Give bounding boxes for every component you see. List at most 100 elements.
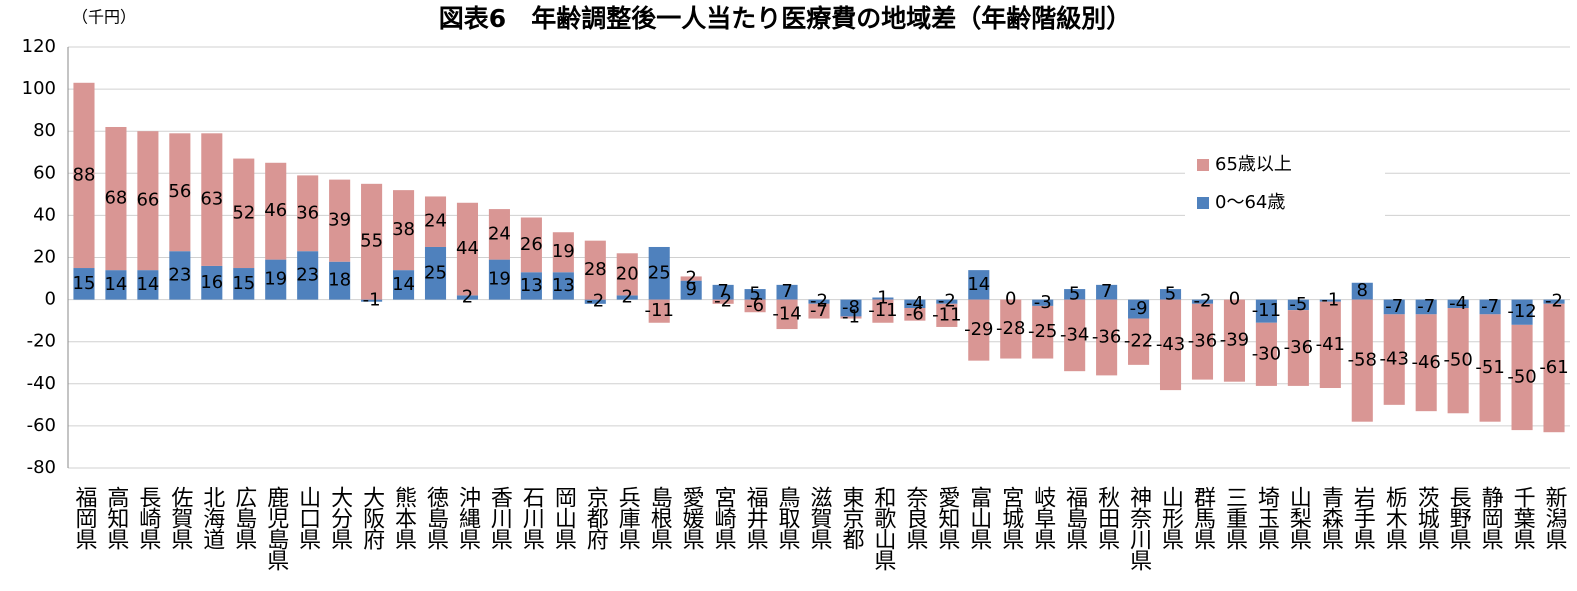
bar-segment [1096, 299, 1118, 376]
value-label: -61 [1539, 357, 1568, 378]
bar-segment [233, 158, 255, 269]
value-label: -6 [746, 295, 764, 316]
legend-swatch [1197, 197, 1209, 209]
value-label: 25 [424, 262, 447, 283]
value-label: 13 [520, 275, 543, 296]
value-label: 23 [168, 264, 191, 285]
value-label: 9 [685, 279, 696, 300]
bar-segment [1191, 299, 1214, 304]
x-tick-label: 広島県 [231, 486, 257, 550]
value-label: 56 [168, 181, 191, 202]
x-tick-label: 静岡県 [1478, 486, 1504, 550]
value-label: -25 [1028, 321, 1057, 342]
value-label: -4 [906, 293, 924, 314]
bar-segment [1255, 299, 1277, 323]
bar-segment [648, 299, 670, 323]
bar-segment [393, 270, 415, 300]
x-tick-label: 栃木県 [1382, 486, 1408, 550]
x-tick-label: 香川県 [487, 486, 513, 550]
bar-segment [169, 133, 191, 252]
bar-segment [552, 272, 574, 300]
value-label: -29 [964, 319, 993, 340]
value-label: -2 [714, 291, 732, 312]
bar-segment [265, 162, 287, 260]
bar-segment [648, 246, 670, 300]
bar-segment [329, 179, 351, 262]
value-label: 5 [1165, 283, 1176, 304]
bar-segment [616, 253, 638, 296]
bar-segment [393, 190, 415, 271]
bar-segment [1383, 299, 1405, 315]
bar-segment [1319, 301, 1341, 389]
value-label: 63 [200, 189, 223, 210]
bar-segment [1511, 299, 1533, 325]
legend-label: 65歳以上 [1215, 154, 1292, 175]
value-label: 0 [1005, 289, 1016, 310]
value-label: 26 [520, 234, 543, 255]
y-tick-label: -80 [27, 457, 56, 478]
bar-segment [968, 270, 990, 300]
value-label: 2 [622, 286, 633, 307]
bar-segment [1351, 282, 1373, 300]
bar-segment [616, 295, 638, 300]
value-label: 1 [877, 288, 888, 309]
value-label: 15 [232, 273, 255, 294]
y-tick-label: 20 [33, 247, 56, 268]
value-label: -6 [906, 303, 924, 324]
value-label: -22 [1124, 331, 1153, 352]
x-tick-label: 岩手県 [1350, 486, 1376, 550]
x-tick-label: 兵庫県 [615, 486, 641, 550]
value-label: -50 [1443, 350, 1472, 371]
x-tick-label: 宮崎県 [711, 486, 737, 550]
bar-segment [297, 251, 319, 300]
bar-segment [361, 183, 383, 300]
bar-segment [968, 299, 990, 361]
value-label: -39 [1220, 330, 1249, 351]
bar-segment [73, 82, 95, 269]
bar-segment [904, 308, 926, 321]
bar-segment [1032, 305, 1054, 359]
value-label: 15 [73, 273, 96, 294]
bar-segment [105, 270, 127, 300]
value-label: 24 [488, 223, 511, 244]
bar-segment [105, 126, 127, 271]
bar-segment [520, 217, 542, 273]
bar-segment [1479, 299, 1501, 315]
value-label: -30 [1252, 343, 1281, 364]
bar-segment [1319, 299, 1341, 302]
bar-segment [456, 202, 479, 296]
value-label: 7 [1101, 281, 1112, 302]
value-label: 38 [392, 219, 415, 240]
x-tick-label: 秋田県 [1094, 486, 1120, 550]
bar-segment [1032, 299, 1054, 306]
x-tick-label: 岐阜県 [1030, 486, 1056, 550]
value-label: -2 [586, 291, 604, 312]
bar-segment [1383, 314, 1405, 405]
bar-segment [361, 299, 383, 302]
value-label: 66 [136, 190, 159, 211]
value-label: 19 [264, 269, 287, 290]
x-tick-label: 三重県 [1222, 486, 1248, 550]
value-label: 46 [264, 200, 287, 221]
bar-segment [680, 280, 702, 300]
x-tick-label: 福岡県 [71, 486, 97, 550]
x-tick-label: 長崎県 [135, 486, 161, 550]
x-tick-label: 山口県 [295, 486, 321, 550]
bar-segment [872, 299, 894, 323]
bar-segment [1543, 303, 1565, 433]
value-label: -5 [1289, 294, 1307, 315]
bar-segment [712, 284, 734, 300]
value-label: -14 [772, 303, 801, 324]
bar-segment [776, 299, 798, 330]
bar-segment [840, 299, 862, 317]
y-tick-label: 60 [33, 162, 56, 183]
x-tick-label: 福井県 [743, 486, 769, 550]
bar-segment [1351, 299, 1373, 422]
value-label: -7 [1481, 296, 1499, 317]
x-tick-label: 東京都 [838, 486, 864, 550]
x-tick-label: 宮城県 [998, 486, 1024, 550]
bar-segment [904, 299, 926, 309]
value-label: 19 [488, 269, 511, 290]
bar-segment [776, 284, 798, 300]
